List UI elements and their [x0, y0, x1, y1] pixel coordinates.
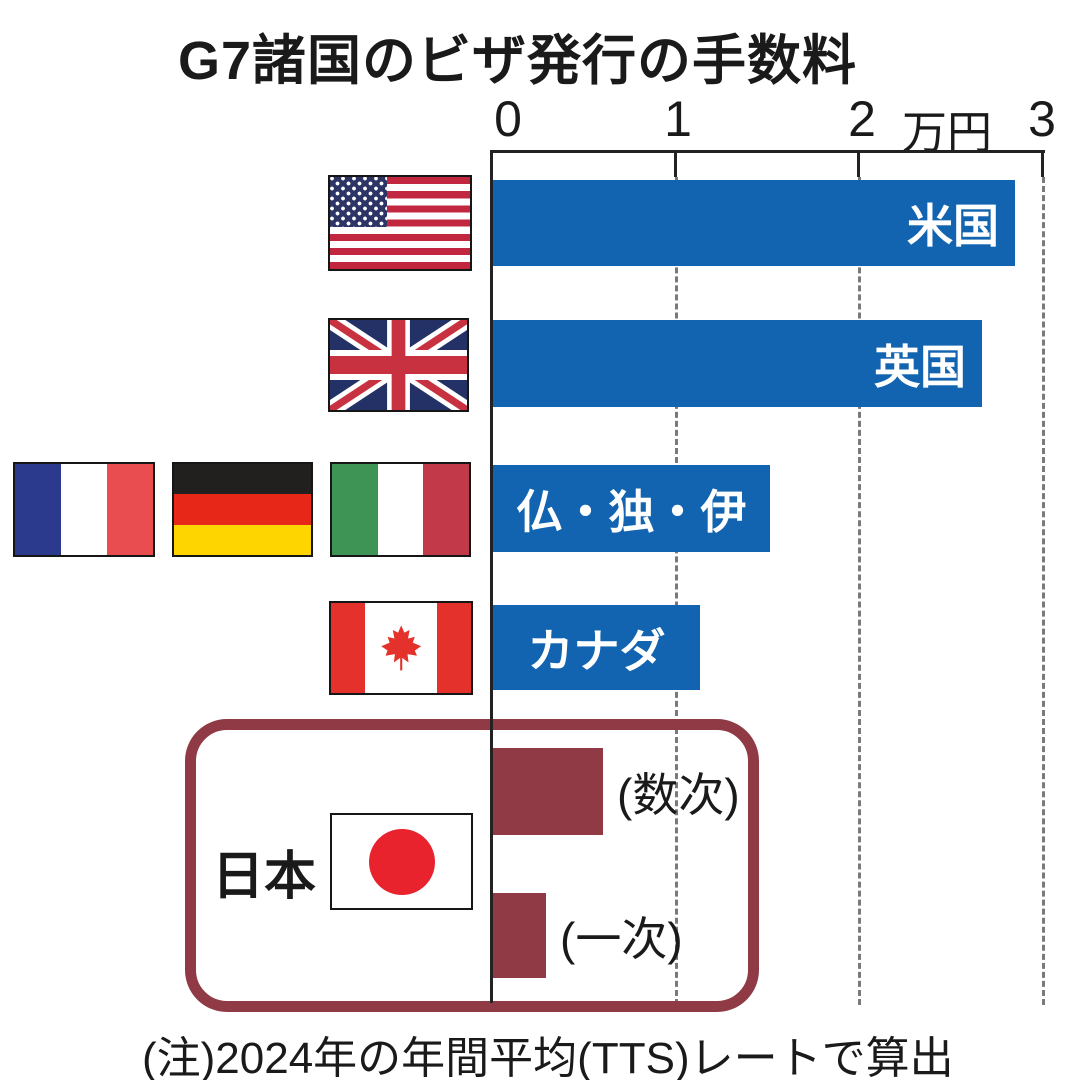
usa-flag-icon — [328, 175, 472, 271]
bar-row-japan-single: (一次) — [493, 893, 683, 978]
bar-fr-de-it: 仏・独・伊 — [493, 465, 770, 552]
bar-uk: 英国 — [493, 320, 982, 407]
bar-usa: 米国 — [493, 180, 1015, 266]
x-axis-unit-label: 万円 — [901, 107, 992, 158]
usa-flag-canton-stars — [330, 177, 387, 227]
bar-row-canada: カナダ — [493, 605, 700, 690]
maple-leaf-icon — [381, 624, 421, 671]
bar-japan-single-entry — [493, 893, 546, 978]
x-tick-label-0: 0 — [494, 91, 522, 147]
france-flag-icon — [13, 462, 155, 557]
bar-label-fr-de-it: 仏・独・伊 — [516, 485, 747, 538]
italy-flag-green — [332, 464, 378, 555]
x-axis-line — [490, 150, 1045, 153]
germany-flag-icon — [172, 462, 313, 557]
canada-flag-icon — [329, 601, 473, 695]
x-tick-mark-1 — [674, 150, 677, 177]
footnote: (注)2024年の年間平均(TTS)レートで算出 — [142, 1034, 954, 1080]
bar-row-usa: 米国 — [493, 180, 1015, 266]
germany-flag-red — [174, 494, 311, 525]
bar-canada: カナダ — [493, 605, 700, 690]
bar-label-canada: カナダ — [527, 624, 666, 677]
y-axis-line — [490, 150, 493, 1003]
x-tick-label-3: 3 — [1028, 91, 1056, 147]
canada-flag-red-left — [331, 603, 365, 693]
japan-group-label: 日本 — [212, 848, 317, 906]
italy-flag-icon — [330, 462, 471, 557]
italy-flag-red — [423, 464, 469, 555]
japan-flag-icon — [330, 813, 473, 910]
france-flag-red — [107, 464, 153, 555]
canada-flag-red-right — [437, 603, 471, 693]
chart-title: G7諸国のビザ発行の手数料 — [178, 31, 858, 91]
x-tick-mark-3 — [1041, 150, 1044, 177]
uk-flag-icon — [328, 318, 469, 412]
italy-flag-white — [377, 464, 424, 555]
france-flag-white — [61, 464, 107, 555]
gridline-2man — [858, 177, 861, 1005]
japan-flag-sun-disc — [368, 828, 435, 895]
bar-label-uk: 英国 — [874, 340, 966, 393]
gridline-1man — [675, 177, 678, 1005]
germany-flag-black — [174, 464, 311, 495]
france-flag-blue — [15, 464, 61, 555]
germany-flag-gold — [174, 524, 311, 555]
x-tick-label-1: 1 — [664, 91, 692, 147]
bar-label-japan-multiple: (数次) — [617, 768, 740, 821]
bar-row-uk: 英国 — [493, 320, 982, 407]
japan-group-box — [185, 719, 759, 1012]
bar-row-japan-multiple: (数次) — [493, 748, 740, 835]
x-tick-label-2: 2 — [848, 91, 876, 147]
bar-row-fr-de-it: 仏・独・伊 — [493, 465, 770, 552]
x-tick-mark-2 — [857, 150, 860, 177]
canada-flag-center — [364, 603, 438, 693]
bar-label-japan-single: (一次) — [560, 912, 683, 965]
gridline-3man — [1042, 177, 1045, 1005]
bar-label-usa: 米国 — [907, 200, 999, 252]
union-jack-graphic — [330, 320, 467, 410]
bar-japan-multiple-entry — [493, 748, 603, 835]
